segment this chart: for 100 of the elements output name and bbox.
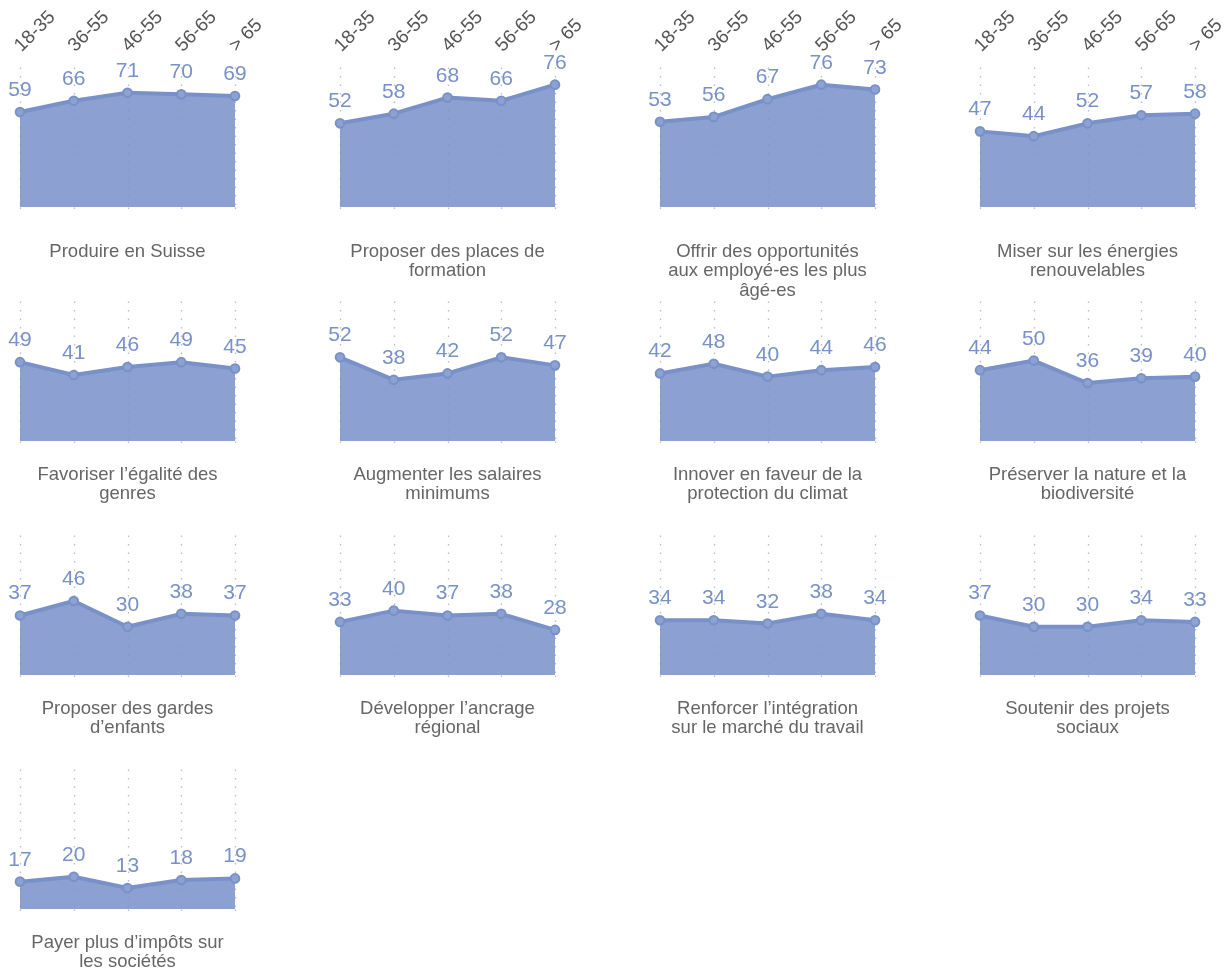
data-label: 48 — [702, 328, 726, 352]
point — [654, 368, 666, 379]
point — [549, 79, 561, 91]
point — [122, 87, 133, 99]
point — [1135, 614, 1147, 626]
x-tick-label: > 65 — [864, 13, 906, 56]
data-label: 40 — [755, 341, 780, 365]
data-label: 58 — [1183, 78, 1207, 102]
point — [1028, 621, 1040, 633]
data-label: 49 — [8, 327, 32, 351]
data-label: 44 — [1022, 101, 1046, 125]
data-label: 70 — [169, 59, 193, 83]
data-label: 71 — [115, 57, 140, 81]
point — [974, 610, 986, 621]
text: Augmenter les salaires minimums — [353, 462, 542, 504]
data-label: 18 — [169, 845, 193, 869]
data-label: 30 — [115, 591, 140, 615]
data-label: 41 — [62, 340, 86, 364]
point — [68, 871, 80, 883]
x-tick-label: > 65 — [1184, 13, 1226, 56]
point — [14, 356, 26, 368]
point — [14, 106, 26, 118]
data-label: 34 — [1129, 585, 1154, 609]
point — [762, 371, 773, 382]
point — [1135, 372, 1147, 384]
data-label: 36 — [1075, 348, 1100, 372]
data-label: 37 — [223, 580, 247, 604]
point — [388, 605, 400, 616]
point — [549, 624, 561, 636]
point — [175, 608, 187, 620]
point — [1028, 130, 1040, 142]
data-label: 59 — [8, 77, 32, 101]
data-label: 37 — [968, 580, 992, 604]
point — [122, 882, 133, 894]
data-label: 38 — [809, 578, 833, 602]
point — [815, 79, 827, 91]
data-label: 40 — [1183, 341, 1207, 365]
point — [1028, 355, 1040, 366]
data-label: 66 — [489, 65, 513, 89]
data-label: 46 — [863, 331, 887, 355]
data-label: 20 — [62, 841, 86, 865]
data-label: 57 — [1129, 80, 1153, 104]
data-label: 69 — [223, 60, 247, 84]
point — [1082, 118, 1093, 129]
point — [654, 116, 666, 128]
data-label: 66 — [62, 65, 86, 89]
data-label: 44 — [968, 335, 992, 359]
data-label: 30 — [1075, 591, 1100, 615]
data-label: 38 — [382, 344, 406, 368]
point — [229, 90, 241, 102]
data-label: 52 — [489, 322, 513, 346]
data-label: 42 — [648, 338, 672, 362]
point — [815, 364, 827, 376]
point — [334, 118, 346, 129]
text: Préserver la nature et la biodiversité — [988, 462, 1187, 504]
text: Proposer des gardes d’enfants — [41, 696, 214, 738]
point — [1135, 109, 1147, 121]
text: Développer l’ancrage régional — [360, 696, 535, 738]
text: Payer plus d’impôts sur les sociétés — [31, 930, 224, 971]
point — [495, 608, 507, 620]
data-label: 52 — [328, 88, 352, 112]
data-label: 68 — [435, 62, 460, 86]
point — [869, 361, 881, 373]
text: Soutenir des projets sociaux — [1005, 696, 1170, 738]
point — [14, 876, 26, 887]
point — [708, 358, 720, 370]
point — [708, 111, 720, 123]
point — [14, 610, 26, 621]
data-label: 13 — [115, 853, 140, 877]
data-label: 56 — [702, 81, 726, 105]
point — [68, 95, 80, 107]
point — [122, 621, 133, 633]
text: Miser sur les énergies renouvelables — [997, 239, 1178, 281]
point — [68, 595, 80, 607]
data-label: 34 — [863, 585, 887, 609]
data-label: 39 — [1129, 343, 1153, 367]
data-label: 46 — [115, 331, 140, 355]
data-label: 37 — [8, 580, 32, 604]
data-label: 34 — [702, 585, 726, 609]
data-label: 73 — [863, 54, 887, 78]
point — [68, 369, 80, 381]
data-label: 46 — [62, 565, 86, 589]
point — [974, 126, 986, 137]
data-label: 44 — [809, 335, 834, 359]
data-label: 37 — [435, 580, 460, 604]
point — [1189, 108, 1201, 119]
point — [229, 610, 241, 621]
data-label: 38 — [169, 578, 193, 602]
data-label: 17 — [8, 846, 32, 870]
point — [175, 356, 187, 368]
point — [1082, 621, 1093, 633]
text: Produire en Suisse — [49, 239, 206, 261]
point — [334, 352, 346, 363]
point — [229, 363, 241, 374]
text: Renforcer l’intégration sur le marché du travail — [671, 696, 864, 738]
data-label: 28 — [543, 594, 567, 618]
text: Proposer des places de formation — [350, 239, 545, 281]
point — [974, 364, 986, 376]
data-label: 33 — [1183, 586, 1207, 610]
data-label: 38 — [489, 578, 513, 602]
